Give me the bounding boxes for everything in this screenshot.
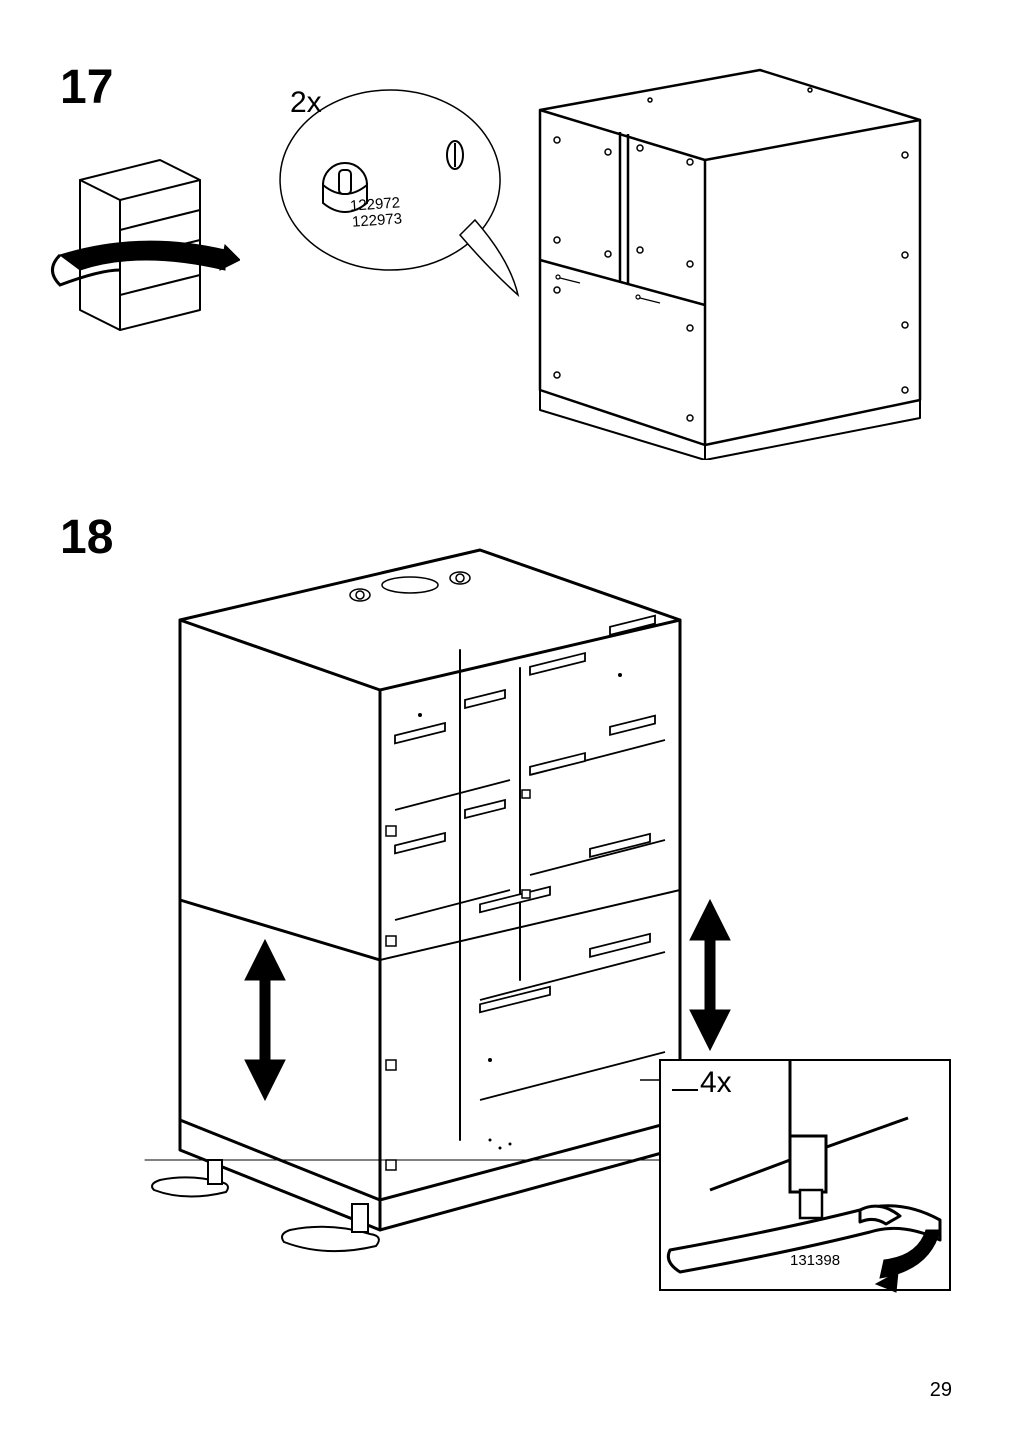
page-number: 29 bbox=[930, 1379, 952, 1402]
step17-part-2: 122973 bbox=[351, 210, 402, 230]
step18-inset-part: 131398 bbox=[790, 1252, 840, 1269]
inset-qty-leader bbox=[672, 1078, 732, 1108]
step17-qty-label: 2x bbox=[290, 86, 322, 120]
step-17-number: 17 bbox=[60, 60, 113, 115]
step17-cabinet-back bbox=[510, 60, 930, 460]
step17-rotate-illustration bbox=[50, 120, 240, 350]
step-18-number: 18 bbox=[60, 510, 113, 565]
instruction-page: 17 bbox=[0, 0, 1012, 1432]
adjust-arrow-right bbox=[690, 900, 730, 1050]
